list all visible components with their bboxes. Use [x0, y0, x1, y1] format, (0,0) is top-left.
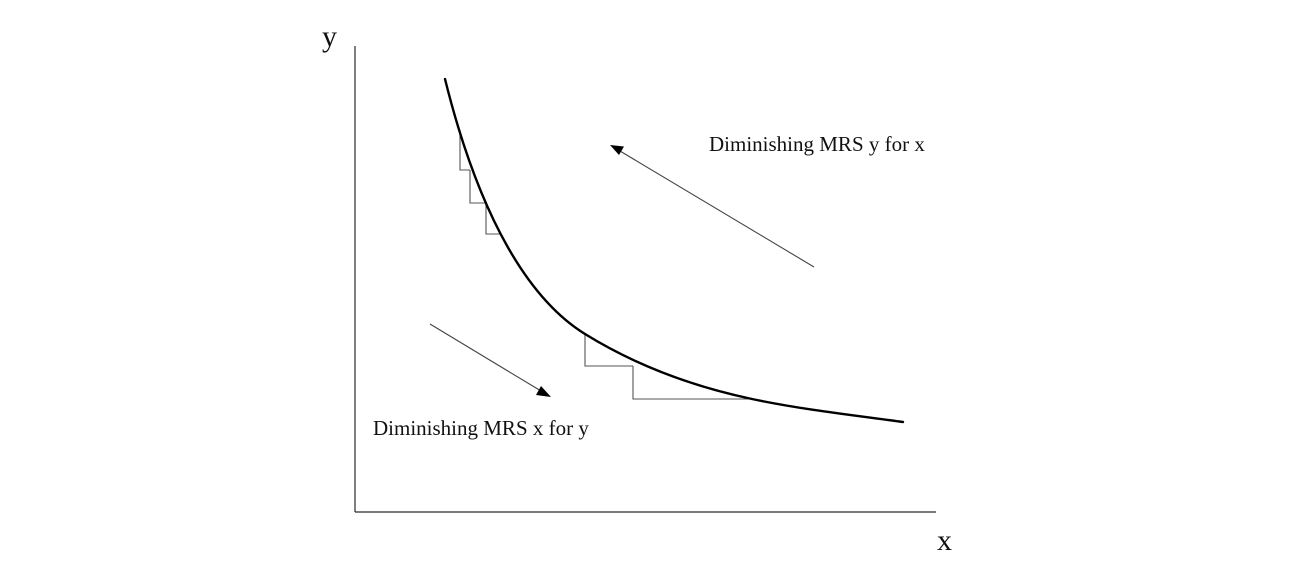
arrow-upper	[610, 145, 815, 268]
step-2	[469, 170, 486, 204]
step-5	[632, 366, 752, 400]
x-axis-label: x	[937, 524, 952, 557]
arrow-upper-shaft	[619, 150, 815, 268]
y-axis-label: y	[322, 20, 337, 53]
arrow-lower	[429, 323, 551, 397]
mrs-steps-steep	[459, 133, 501, 235]
mrs-steps-flat	[584, 334, 752, 400]
step-1	[459, 133, 470, 171]
arrow-lower-head	[536, 386, 551, 397]
annotation-lower: Diminishing MRS x for y	[373, 416, 589, 440]
arrow-lower-shaft	[429, 323, 542, 392]
indifference-curve	[443, 77, 905, 424]
arrow-upper-head	[610, 145, 624, 155]
step-3	[485, 203, 501, 235]
step-4	[584, 334, 633, 367]
axes: y x	[322, 20, 952, 557]
annotation-upper: Diminishing MRS y for x	[709, 132, 925, 156]
